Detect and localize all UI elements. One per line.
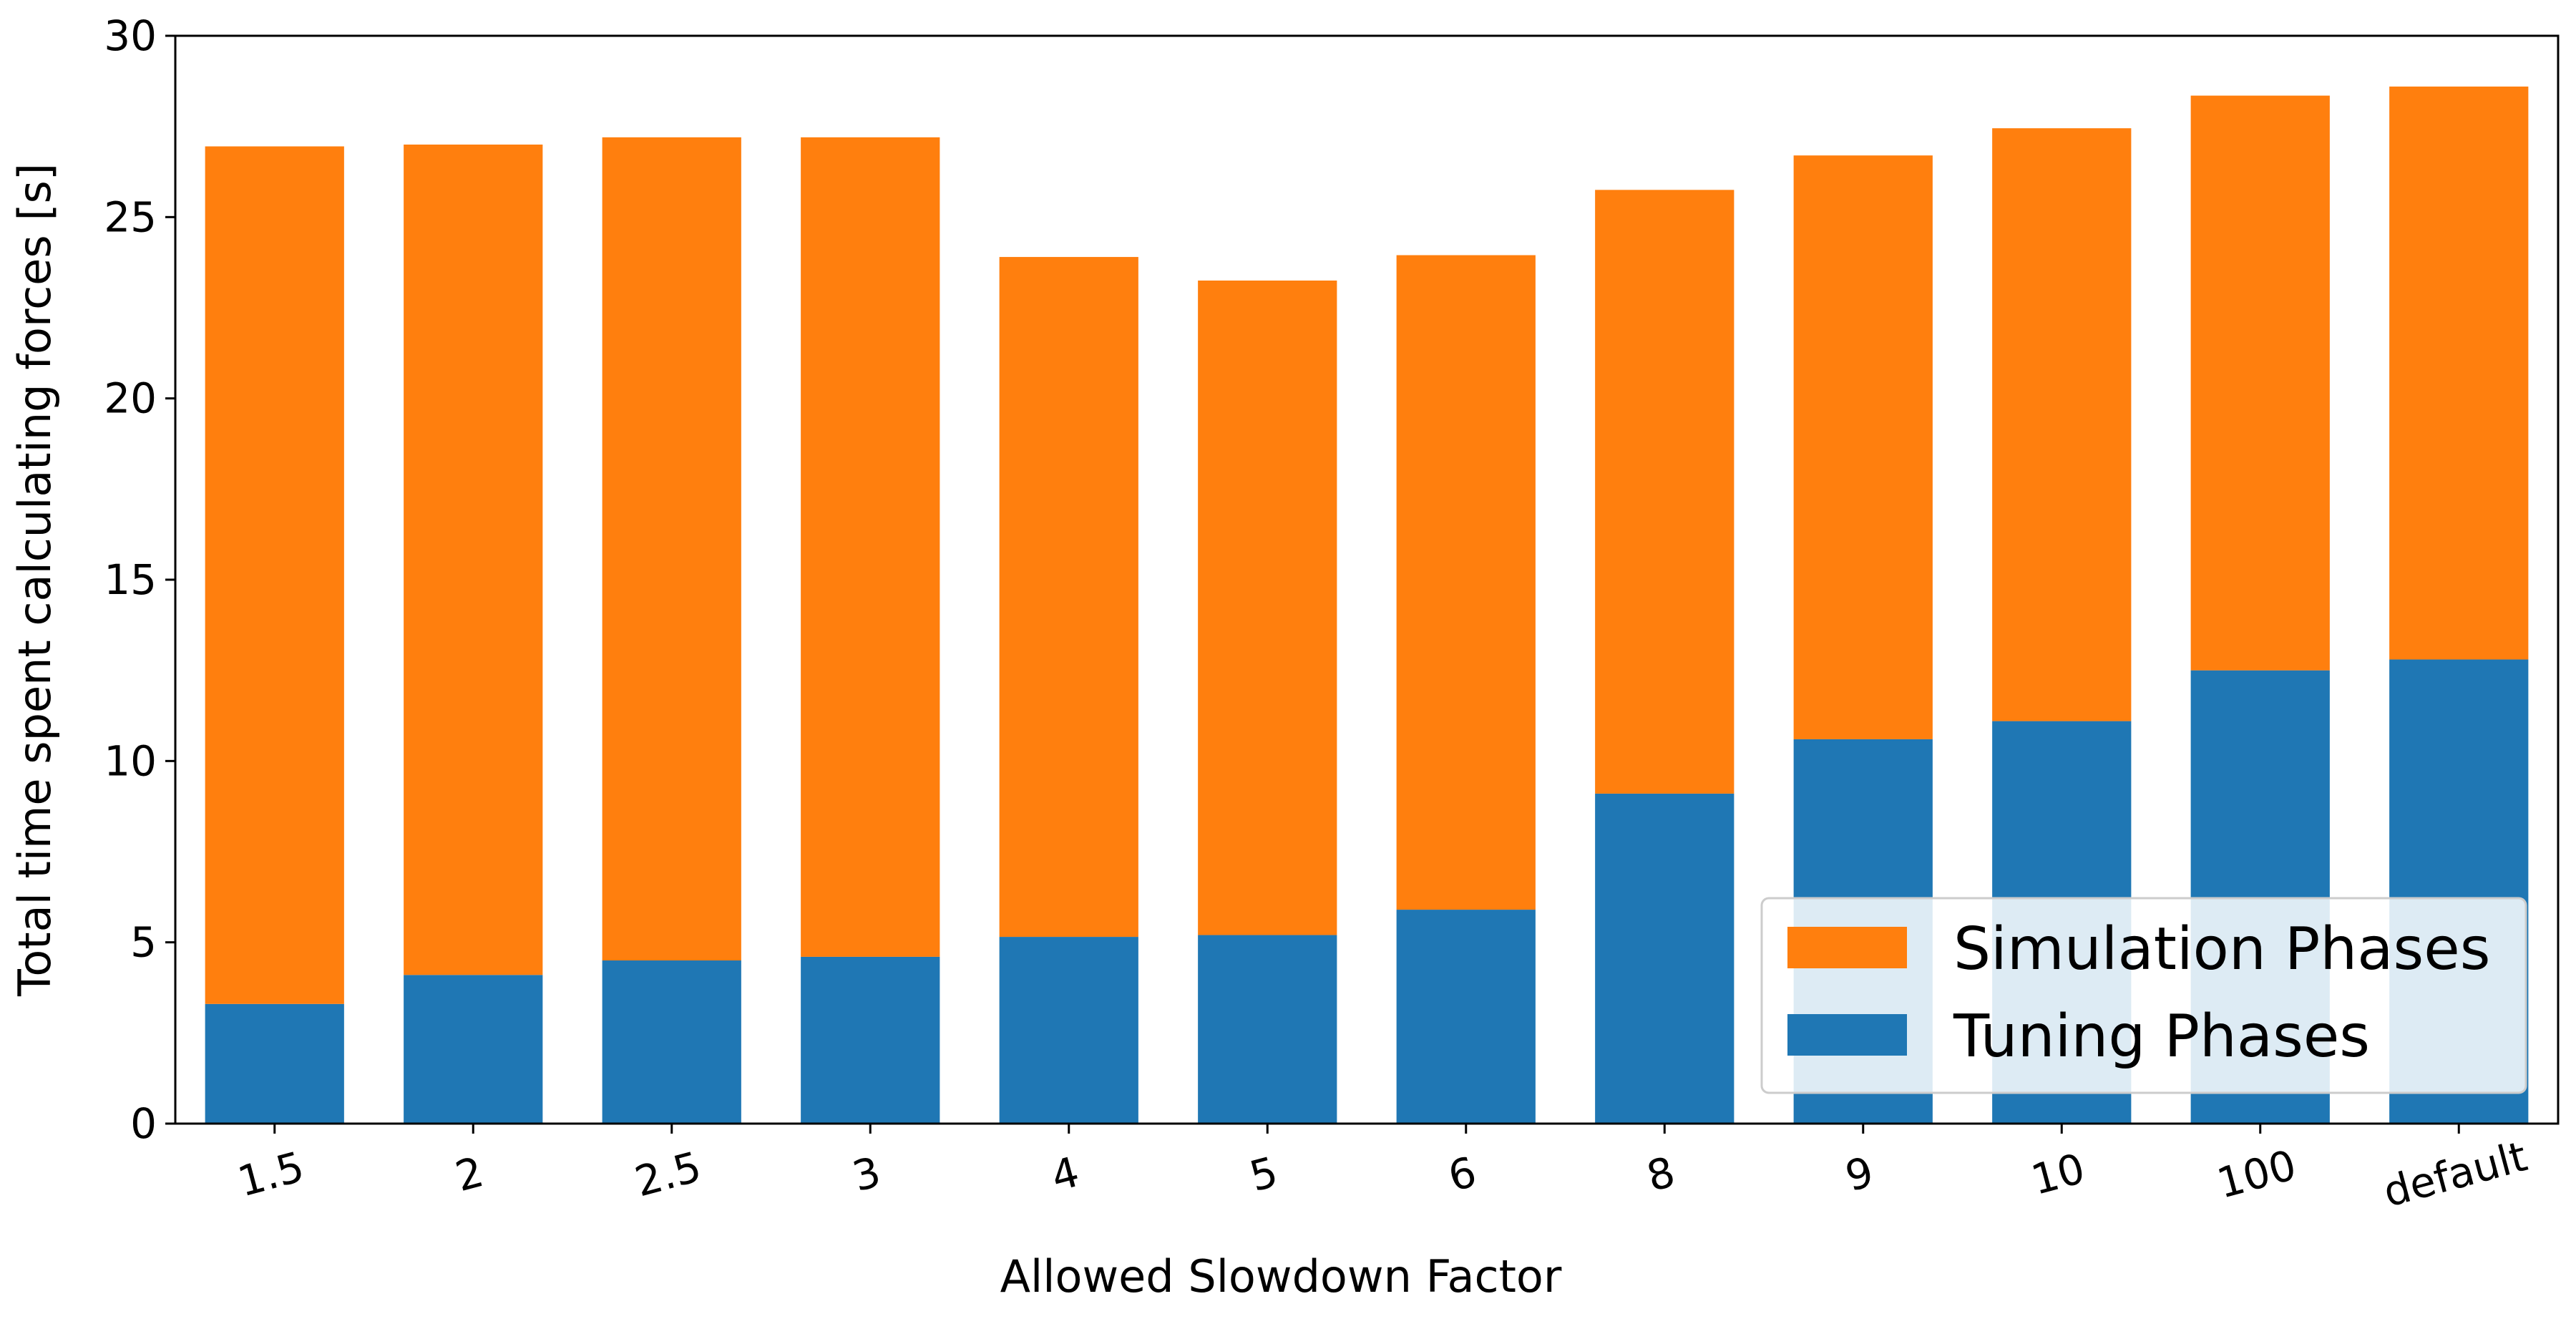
y-tick-label: 15 bbox=[104, 555, 157, 604]
plot-frame bbox=[174, 34, 2560, 1125]
bar-simulation-phases-9 bbox=[1793, 155, 1933, 739]
y-tick-label: 10 bbox=[104, 736, 157, 785]
bar-simulation-phases-3 bbox=[801, 137, 940, 957]
x-tick-label: default bbox=[2379, 1131, 2532, 1217]
y-tick-label: 5 bbox=[130, 918, 157, 967]
x-tick-label: 2.5 bbox=[630, 1142, 706, 1207]
legend-box bbox=[1760, 897, 2527, 1094]
bar-tuning-phases-5 bbox=[1198, 935, 1337, 1124]
bar-simulation-phases-10 bbox=[1992, 128, 2132, 721]
legend-swatch bbox=[1787, 927, 1907, 968]
legend-swatch bbox=[1787, 1014, 1907, 1056]
legend: Simulation Phases Tuning Phases bbox=[1760, 897, 2527, 1094]
bar-tuning-phases-2 bbox=[404, 975, 543, 1124]
y-tick-label: 20 bbox=[104, 374, 157, 423]
bar-tuning-phases-8 bbox=[1595, 793, 1735, 1124]
y-tick-label: 25 bbox=[104, 193, 157, 241]
bar-tuning-phases-1.5 bbox=[205, 1003, 344, 1124]
bars-group bbox=[205, 86, 2529, 1124]
x-tick-label: 2 bbox=[450, 1147, 488, 1201]
bar-tuning-phases-4 bbox=[999, 937, 1138, 1124]
bar-simulation-phases-2 bbox=[404, 145, 543, 975]
legend-label: Simulation Phases bbox=[1953, 915, 2490, 983]
y-axis-ticks: 0 5 10 15 20 25 30 bbox=[104, 11, 175, 1148]
x-tick-label: 10 bbox=[2026, 1144, 2090, 1204]
bar-tuning-phases-3 bbox=[801, 956, 940, 1124]
bar-simulation-phases-5 bbox=[1198, 281, 1337, 935]
bar-tuning-phases-2.5 bbox=[602, 960, 741, 1124]
bar-simulation-phases-default bbox=[2389, 86, 2529, 660]
x-tick-label: 9 bbox=[1840, 1147, 1878, 1201]
x-tick-label: 6 bbox=[1443, 1147, 1481, 1201]
x-tick-label: 3 bbox=[847, 1147, 885, 1201]
bar-simulation-phases-4 bbox=[999, 257, 1138, 938]
bar-simulation-phases-8 bbox=[1595, 190, 1735, 794]
y-tick-label: 30 bbox=[104, 11, 157, 60]
bar-simulation-phases-6 bbox=[1396, 255, 1536, 910]
x-axis-title: Allowed Slowdown Factor bbox=[1000, 1250, 1562, 1303]
bar-tuning-phases-6 bbox=[1396, 910, 1536, 1124]
bar-simulation-phases-100 bbox=[2190, 95, 2330, 671]
x-tick-label: 5 bbox=[1244, 1147, 1282, 1201]
x-tick-label: 100 bbox=[2212, 1141, 2301, 1208]
bar-simulation-phases-1.5 bbox=[205, 146, 344, 1004]
y-tick-label: 0 bbox=[130, 1099, 157, 1148]
x-tick-label: 4 bbox=[1046, 1147, 1084, 1201]
y-axis-title: Total time spent calculating forces [s] bbox=[9, 163, 61, 997]
legend-label: Tuning Phases bbox=[1953, 1003, 2370, 1071]
x-tick-label: 1.5 bbox=[233, 1142, 309, 1207]
x-axis-ticks: 1.5 2 2.5 3 4 5 6 8 9 10 100 default bbox=[233, 1124, 2532, 1217]
bar-simulation-phases-2.5 bbox=[602, 137, 741, 960]
x-tick-label: 8 bbox=[1641, 1147, 1679, 1201]
